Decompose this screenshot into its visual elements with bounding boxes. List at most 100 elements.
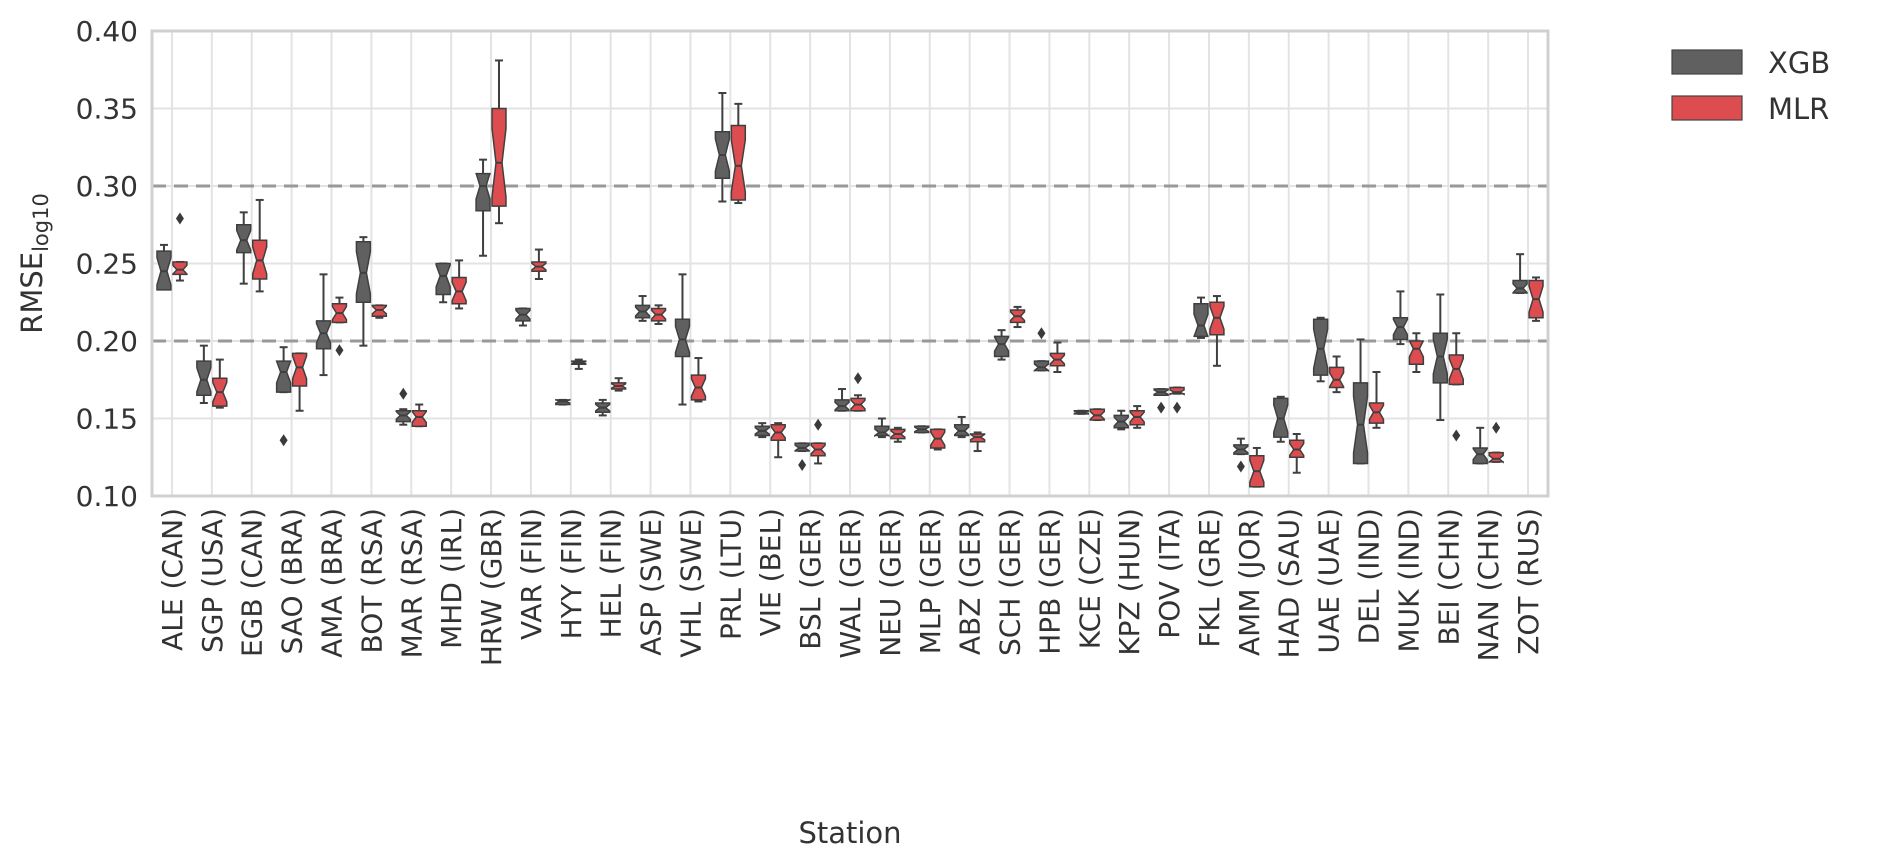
- x-tick-label: VHL (SWE): [674, 508, 707, 658]
- x-tick-label: MHD (IRL): [435, 508, 468, 649]
- box-mlr: [451, 259, 467, 310]
- notched-box: [1512, 279, 1528, 294]
- box-mlr: [1528, 276, 1544, 322]
- box-mlr: [571, 358, 587, 370]
- outlier-point: [1452, 429, 1461, 442]
- x-axis-label: Station: [798, 816, 901, 850]
- legend-label-mlr: MLR: [1768, 92, 1829, 126]
- x-tick-label: HYY (FIN): [555, 508, 588, 639]
- grid: [152, 30, 1548, 497]
- box-mlr: [890, 426, 906, 443]
- box-mlr: [1488, 421, 1504, 464]
- notched-box: [1312, 318, 1329, 376]
- notched-box: [1392, 317, 1409, 341]
- box-xgb: [475, 158, 491, 257]
- legend-swatch-mlr: [1671, 95, 1743, 121]
- y-tick-label: 0.40: [76, 15, 138, 48]
- x-tick-label: HRW (GBR): [475, 508, 508, 666]
- y-tick-label: 0.25: [76, 248, 138, 281]
- box-xgb: [714, 92, 731, 203]
- notched-box: [196, 360, 212, 396]
- box-xgb: [1073, 409, 1090, 415]
- y-tick-label: 0.35: [76, 93, 138, 126]
- notched-box: [1169, 386, 1185, 396]
- notched-box: [1328, 366, 1345, 389]
- box-mlr: [1209, 295, 1225, 367]
- x-tick-label: FKL (GRE): [1193, 508, 1226, 648]
- box-xgb: [555, 398, 571, 406]
- notched-box: [674, 318, 691, 358]
- box-xgb: [634, 295, 651, 322]
- legend-swatch-xgb: [1671, 49, 1743, 75]
- x-tick-label: MAR (RSA): [395, 508, 428, 658]
- box-mlr: [491, 59, 507, 225]
- box-mlr: [770, 422, 786, 459]
- outlier-point: [1157, 401, 1166, 414]
- notched-box: [315, 320, 332, 350]
- box-mlr: [251, 198, 268, 293]
- box-xgb: [874, 417, 890, 439]
- x-tick-label: KPZ (HUN): [1113, 508, 1146, 656]
- box-xgb: [1472, 426, 1488, 465]
- box-mlr: [291, 352, 308, 412]
- box-xgb: [794, 442, 810, 471]
- box-xgb: [953, 415, 970, 439]
- x-tick-label: PRL (LTU): [714, 508, 747, 640]
- notched-box: [1352, 382, 1369, 465]
- box-mlr: [1408, 332, 1425, 373]
- x-tick-label: SCH (GER): [994, 508, 1027, 656]
- notched-box: [1193, 303, 1209, 338]
- x-tick-label: NEU (GER): [874, 508, 907, 657]
- box-mlr: [1129, 405, 1145, 429]
- y-axis-label: RMSElog10: [15, 193, 53, 334]
- notched-box: [435, 262, 451, 296]
- box-xgb: [156, 243, 172, 291]
- box-mlr: [730, 102, 747, 205]
- box-xgb: [754, 422, 770, 439]
- box-xgb: [1512, 253, 1528, 294]
- y-axis-label-main: RMSE: [15, 252, 49, 334]
- x-tick-label: DEL (IND): [1353, 508, 1386, 644]
- outlier-point: [814, 418, 823, 431]
- box-mlr: [1009, 305, 1026, 329]
- notched-box: [411, 410, 427, 427]
- x-tick-label: EGB (CAN): [236, 508, 269, 657]
- x-tick-label: WAL (GER): [834, 508, 867, 659]
- box-mlr: [1328, 355, 1345, 394]
- box-xgb: [1233, 437, 1249, 473]
- outlier-point: [335, 344, 344, 357]
- notched-box: [172, 261, 188, 276]
- box-xgb: [1193, 296, 1209, 339]
- box-mlr: [1288, 433, 1305, 474]
- x-tick-label: ZOT (RUS): [1512, 508, 1545, 655]
- notched-box: [1488, 451, 1504, 464]
- x-tick-label: VAR (FIN): [515, 508, 548, 640]
- box-xgb: [275, 346, 292, 447]
- box-mlr: [1448, 332, 1464, 442]
- box-xgb: [1432, 293, 1449, 422]
- box-xgb: [914, 425, 930, 434]
- outlier-point: [175, 212, 184, 225]
- box-xgb: [1273, 395, 1289, 443]
- outlier-point: [1492, 421, 1501, 434]
- x-tick-label: SAO (BRA): [276, 508, 309, 654]
- x-tick-label: MUK (IND): [1392, 508, 1425, 653]
- box-mlr: [930, 428, 946, 451]
- box-xgb: [1113, 409, 1129, 431]
- box-mlr: [371, 304, 388, 319]
- notched-box: [1408, 340, 1425, 365]
- y-ticks: 0.10 0.15 0.20 0.25 0.30 0.35 0.40: [76, 15, 138, 513]
- notched-box: [236, 224, 252, 254]
- box-xgb: [1392, 290, 1409, 346]
- outlier-point: [853, 372, 862, 385]
- box-mlr: [690, 357, 707, 403]
- box-mlr: [1368, 371, 1385, 429]
- notched-box: [993, 335, 1010, 358]
- outlier-point: [1236, 460, 1245, 473]
- box-mlr: [610, 377, 627, 392]
- outlier-point: [1173, 401, 1182, 414]
- x-tick-label: ASP (SWE): [635, 508, 668, 656]
- outlier-point: [798, 459, 807, 471]
- x-tick-label: ALE (CAN): [156, 508, 189, 651]
- outlier-point: [1037, 327, 1046, 340]
